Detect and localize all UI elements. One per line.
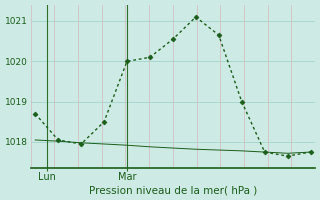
X-axis label: Pression niveau de la mer( hPa ): Pression niveau de la mer( hPa ) bbox=[89, 185, 257, 195]
